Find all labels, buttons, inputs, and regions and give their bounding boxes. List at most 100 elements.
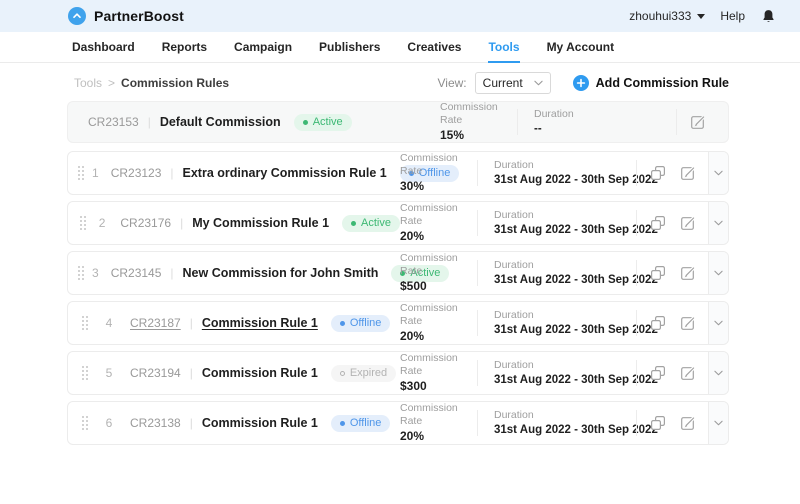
caret-down-icon — [697, 14, 706, 19]
row-index: 3 — [92, 266, 99, 280]
edit-icon[interactable] — [680, 365, 696, 381]
duration-value: 31st Aug 2022 - 30th Sep 2022 — [494, 223, 658, 236]
row-index: 1 — [92, 166, 99, 180]
expand-row-button[interactable] — [708, 352, 728, 394]
default-commission-card: CR23153 | Default Commission Active Comm… — [67, 101, 729, 143]
drag-handle-icon[interactable] — [78, 216, 88, 230]
copy-icon[interactable] — [650, 265, 666, 281]
breadcrumb: Tools > Commission Rules — [74, 76, 229, 90]
drag-handle-icon[interactable] — [78, 366, 92, 380]
top-bar: PartnerBoost zhouhui333 Help — [0, 0, 800, 32]
rule-id: CR23187 — [130, 316, 181, 330]
edit-icon[interactable] — [680, 215, 696, 231]
row-index: 6 — [105, 416, 113, 430]
drag-handle-icon[interactable] — [78, 266, 84, 280]
rule-name[interactable]: My Commission Rule 1 — [192, 216, 330, 230]
rate-label: Commission Rate — [400, 152, 458, 177]
rate-value: 15% — [440, 128, 465, 142]
add-commission-rule-button[interactable]: Add Commission Rule — [572, 75, 729, 91]
nav-tab-label: Publishers — [319, 40, 381, 54]
divider — [636, 210, 637, 236]
rule-name[interactable]: Extra ordinary Commission Rule 1 — [182, 166, 387, 180]
tab-tools[interactable]: Tools — [488, 32, 520, 63]
duration-label: Duration — [494, 358, 534, 371]
status-dot-icon — [339, 420, 345, 426]
chevron-down-icon — [714, 320, 723, 326]
status-badge: Active — [391, 264, 450, 282]
breadcrumb-current: Commission Rules — [121, 76, 230, 90]
copy-icon[interactable] — [650, 215, 666, 231]
divider — [636, 160, 637, 186]
expand-row-button[interactable] — [708, 202, 728, 244]
duration-label: Duration — [534, 107, 574, 120]
duration-label: Duration — [494, 408, 534, 421]
rule-name[interactable]: Default Commission — [159, 115, 281, 129]
divider: | — [147, 115, 151, 129]
duration-value: 31st Aug 2022 - 30th Sep 2022 — [494, 373, 658, 386]
edit-icon[interactable] — [690, 114, 706, 130]
duration-label: Duration — [494, 208, 534, 221]
rate-label: Commission Rate — [400, 402, 458, 427]
status-badge: Offline — [399, 164, 460, 182]
edit-icon[interactable] — [680, 415, 696, 431]
duration-value: 31st Aug 2022 - 30th Sep 2022 — [494, 273, 658, 286]
edit-icon[interactable] — [680, 315, 696, 331]
divider — [477, 410, 478, 436]
drag-handle-icon[interactable] — [78, 416, 92, 430]
brand-logo[interactable]: PartnerBoost — [68, 7, 184, 25]
copy-icon[interactable] — [650, 315, 666, 331]
bell-icon[interactable] — [760, 8, 776, 24]
divider: | — [180, 216, 184, 230]
expand-row-button[interactable] — [708, 402, 728, 444]
commission-rule-row: 3 CR23145 | New Commission for John Smit… — [67, 251, 729, 295]
status-badge: Offline — [330, 314, 391, 332]
edit-icon[interactable] — [680, 165, 696, 181]
tab-reports[interactable]: Reports — [162, 32, 207, 62]
divider — [636, 310, 637, 336]
duration-value: 31st Aug 2022 - 30th Sep 2022 — [494, 423, 658, 436]
rule-name[interactable]: Commission Rule 1 — [201, 366, 318, 380]
view-select[interactable]: Current — [474, 72, 551, 94]
duration-label: Duration — [494, 158, 534, 171]
copy-icon[interactable] — [650, 165, 666, 181]
nav-tab-label: Dashboard — [72, 40, 135, 54]
rule-name[interactable]: Commission Rule 1 — [201, 316, 318, 330]
divider — [636, 260, 637, 286]
status-badge: Expired — [330, 364, 397, 382]
copy-icon[interactable] — [650, 415, 666, 431]
rule-name[interactable]: New Commission for John Smith — [182, 266, 379, 280]
breadcrumb-parent[interactable]: Tools — [74, 76, 103, 90]
chevron-down-icon — [714, 270, 723, 276]
chevron-down-icon — [714, 420, 723, 426]
expand-row-button[interactable] — [708, 252, 728, 294]
drag-handle-icon[interactable] — [78, 316, 92, 330]
tab-my-account[interactable]: My Account — [547, 32, 615, 62]
edit-icon[interactable] — [680, 265, 696, 281]
status-dot-icon — [302, 119, 308, 125]
tab-dashboard[interactable]: Dashboard — [72, 32, 135, 62]
status-dot-icon — [400, 270, 406, 276]
drag-handle-icon[interactable] — [78, 166, 84, 180]
add-commission-rule-label: Add Commission Rule — [595, 76, 729, 90]
status-label: Expired — [349, 367, 388, 379]
row-index: 4 — [105, 316, 113, 330]
tab-publishers[interactable]: Publishers — [319, 32, 380, 62]
duration-label: Duration — [494, 258, 534, 271]
tab-campaign[interactable]: Campaign — [234, 32, 292, 62]
expand-row-button[interactable] — [708, 302, 728, 344]
expand-row-button[interactable] — [708, 152, 728, 194]
divider — [676, 109, 677, 135]
nav-tab-label: My Account — [546, 40, 615, 54]
rule-id: CR23123 — [110, 166, 162, 180]
tab-creatives[interactable]: Creatives — [407, 32, 461, 62]
nav-tab-label: Creatives — [407, 40, 462, 54]
rule-id: CR23138 — [130, 416, 181, 430]
divider: | — [189, 316, 193, 330]
view-label: View: — [437, 76, 467, 90]
nav-tab-label: Reports — [161, 40, 208, 54]
copy-icon[interactable] — [650, 365, 666, 381]
rule-name[interactable]: Commission Rule 1 — [201, 416, 318, 430]
user-menu[interactable]: zhouhui333 — [629, 9, 706, 23]
duration-value: -- — [534, 122, 542, 135]
help-link[interactable]: Help — [720, 9, 745, 23]
